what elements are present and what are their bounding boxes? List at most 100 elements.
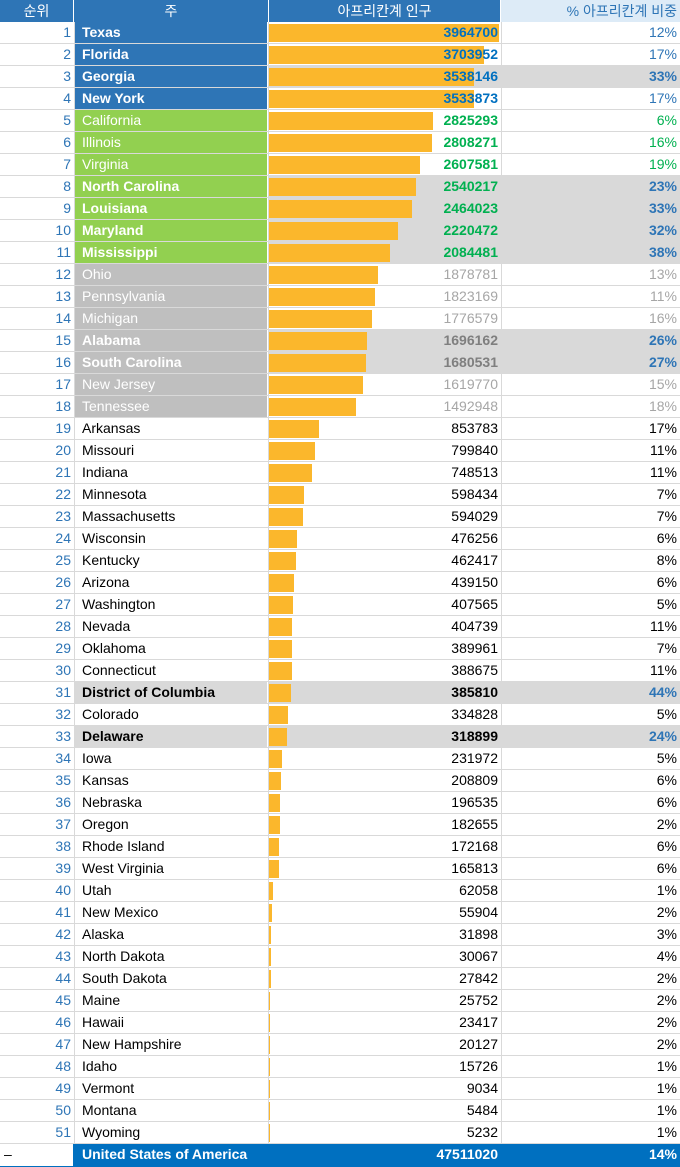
bar-cell: 9034 [268, 1078, 501, 1099]
bar-utah [269, 882, 273, 900]
bar-cell: 2220472 [268, 220, 501, 241]
rank-cell: 37 [55, 816, 71, 832]
state-name: Ohio [75, 264, 267, 286]
bar-tennessee [269, 398, 356, 416]
table-row: 28 Nevada 404739 11% [0, 616, 680, 638]
table-row: 5 California 2825293 6% [0, 110, 680, 132]
percent-value: 7% [656, 486, 677, 502]
bar-georgia [269, 68, 474, 86]
total-state: United States of America [82, 1146, 248, 1162]
bar-cell: 318899 [268, 726, 501, 747]
bar-kentucky [269, 552, 296, 570]
state-name: Tennessee [75, 396, 267, 418]
state-name: District of Columbia [75, 682, 267, 704]
bar-arizona [269, 574, 294, 592]
state-name: New Hampshire [82, 1036, 182, 1052]
population-value: 30067 [459, 948, 498, 964]
population-value: 1776579 [443, 310, 498, 326]
percent-value: 11% [650, 442, 677, 458]
rank-cell: 18 [55, 398, 71, 414]
bar-delaware [269, 728, 287, 746]
state-name: Kentucky [82, 552, 140, 568]
bar-cell: 2607581 [268, 154, 501, 175]
rank-cell: 41 [55, 904, 71, 920]
percent-value: 1% [656, 1124, 677, 1140]
gridline [0, 659, 680, 660]
bar-kansas [269, 772, 281, 790]
percent-value: 6% [656, 838, 677, 854]
percent-value: 16% [648, 134, 677, 150]
percent-value: 11% [650, 288, 677, 304]
gridline [0, 857, 680, 858]
population-value: 3533873 [443, 90, 498, 106]
state-name: Iowa [82, 750, 112, 766]
bar-cell: 182655 [268, 814, 501, 835]
row-highlight [268, 352, 680, 373]
bar-maryland [269, 222, 398, 240]
bar-new-mexico [269, 904, 272, 922]
percent-value: 38% [648, 244, 677, 260]
gridline [0, 307, 680, 308]
state-name: Georgia [75, 66, 267, 88]
gridline [0, 747, 680, 748]
rank-cell: 22 [55, 486, 71, 502]
state-name: Arkansas [82, 420, 141, 436]
gridline [0, 197, 680, 198]
table-row: 17 New Jersey 1619770 15% [0, 374, 680, 396]
rank-cell: 40 [55, 882, 71, 898]
population-value: 23417 [459, 1014, 498, 1030]
gridline [0, 945, 680, 946]
table-row: 48 Idaho 15726 1% [0, 1056, 680, 1078]
table-row: 25 Kentucky 462417 8% [0, 550, 680, 572]
table-row: 38 Rhode Island 172168 6% [0, 836, 680, 858]
bar-missouri [269, 442, 315, 460]
bar-cell: 594029 [268, 506, 501, 527]
state-name: Maine [82, 992, 121, 1008]
rank-cell: 4 [63, 90, 71, 106]
percent-value: 3% [656, 926, 677, 942]
gridline [0, 1033, 680, 1034]
population-value: 334828 [451, 706, 498, 722]
rank-cell: 1 [63, 24, 71, 40]
percent-value: 1% [656, 882, 677, 898]
bar-cell: 1776579 [268, 308, 501, 329]
row-highlight [268, 682, 680, 703]
percent-value: 7% [656, 508, 677, 524]
rank-cell: 3 [63, 68, 71, 84]
population-value: 799840 [451, 442, 498, 458]
table-row: 24 Wisconsin 476256 6% [0, 528, 680, 550]
bar-district-of-columbia [269, 684, 291, 702]
gridline [0, 461, 680, 462]
state-name: Maryland [75, 220, 267, 242]
rank-cell: 51 [55, 1124, 71, 1140]
state-name: Mississippi [75, 242, 267, 264]
bar-cell: 2808271 [268, 132, 501, 153]
bar-maine [269, 992, 270, 1010]
state-name: Florida [75, 44, 267, 66]
state-name: Arizona [82, 574, 130, 590]
table-row: 15 Alabama 1696162 26% [0, 330, 680, 352]
population-value: 748513 [451, 464, 498, 480]
table-row: 8 North Carolina 2540217 23% [0, 176, 680, 198]
state-name: South Carolina [75, 352, 267, 374]
state-name: Virginia [75, 154, 267, 176]
percent-value: 6% [656, 112, 677, 128]
population-value: 318899 [451, 728, 498, 744]
rank-cell: 27 [55, 596, 71, 612]
bar-washington [269, 596, 293, 614]
percent-value: 2% [656, 904, 677, 920]
rank-cell: 6 [63, 134, 71, 150]
gridline [0, 769, 680, 770]
gridline [0, 439, 680, 440]
population-value: 2607581 [443, 156, 498, 172]
state-name: New Mexico [82, 904, 159, 920]
state-name: Washington [82, 596, 156, 612]
table-row: 21 Indiana 748513 11% [0, 462, 680, 484]
population-value: 1680531 [443, 354, 498, 370]
gridline [0, 87, 680, 88]
percent-value: 2% [656, 970, 677, 986]
table-row: 4 New York 3533873 17% [0, 88, 680, 110]
state-name: Pennsylvania [75, 286, 267, 308]
table-row: 49 Vermont 9034 1% [0, 1078, 680, 1100]
percent-value: 17% [648, 420, 677, 436]
